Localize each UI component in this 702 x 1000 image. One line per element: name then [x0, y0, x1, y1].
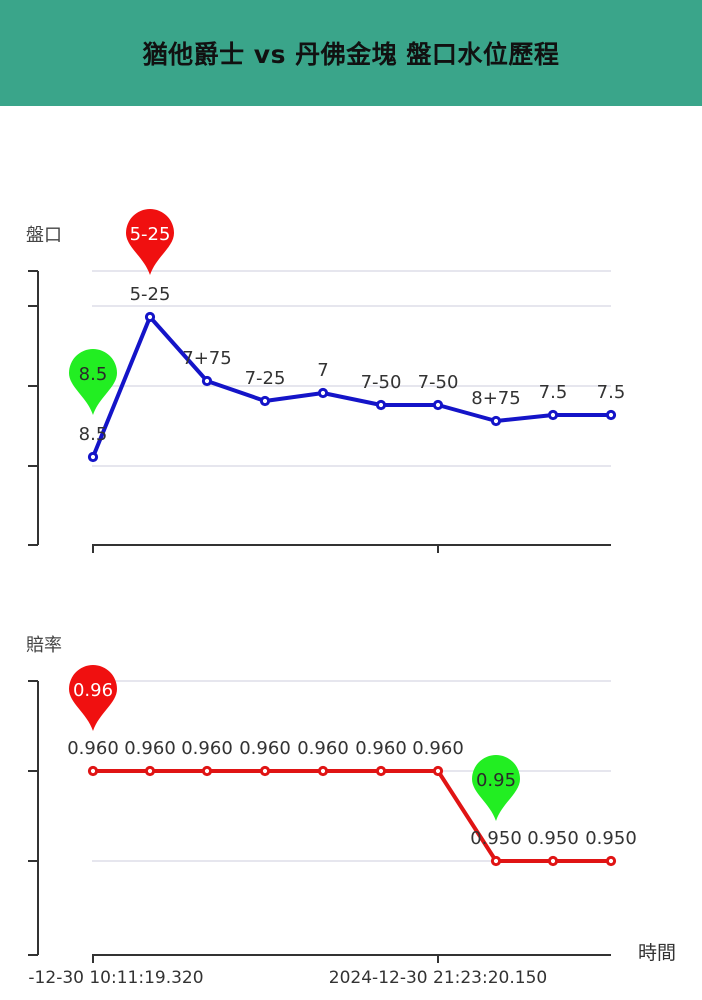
odds-points — [87, 765, 617, 867]
handicap-point-label: 8.5 — [79, 424, 108, 445]
odds-point-label: 0.950 — [527, 828, 579, 849]
marker-pin-high: 0.96 — [69, 665, 117, 731]
handicap-point-label: 7-50 — [418, 372, 459, 393]
odds-y-axis — [28, 680, 39, 956]
marker-pin-label: 0.96 — [73, 680, 113, 701]
odds-point — [605, 855, 617, 867]
handicap-point — [490, 415, 502, 427]
odds-point-label: 0.960 — [181, 738, 233, 759]
handicap-point — [432, 399, 444, 411]
odds-point — [317, 765, 329, 777]
handicap-axis-label: 盤口 — [26, 225, 62, 246]
page-header: 猶他爵士 vs 丹佛金塊 盤口水位歷程 — [0, 0, 702, 106]
x-tick-label: -12-30 10:11:19.320 — [28, 968, 203, 988]
handicap-point-labels: 8.5 5-25 7+75 7-25 7 7-50 7-50 8+75 7.5 7.5 — [79, 284, 626, 445]
page-title: 猶他爵士 vs 丹佛金塊 盤口水位歷程 — [142, 40, 560, 69]
marker-pin-label: 0.95 — [476, 770, 516, 791]
marker-pin-low: 0.95 — [472, 755, 520, 821]
handicap-point-label: 7+75 — [182, 348, 231, 369]
handicap-chart: 盤口 8.5 5-25 7+75 7-25 7 7-50 7-50 8+75 7.5 7.5 5-… — [26, 209, 625, 553]
odds-point-labels: 0.960 0.960 0.960 0.960 0.960 0.960 0.9600.950… — [67, 738, 637, 849]
handicap-point-label: 8+75 — [471, 388, 520, 409]
handicap-point-label: 7.5 — [539, 382, 568, 403]
odds-point-label: 0.950 — [470, 828, 522, 849]
handicap-point — [605, 409, 617, 421]
odds-series-line — [93, 769, 611, 863]
odds-point — [87, 765, 99, 777]
handicap-gridlines — [92, 270, 611, 467]
marker-pin-low: 8.5 — [69, 349, 117, 415]
odds-point — [144, 765, 156, 777]
handicap-point — [317, 387, 329, 399]
marker-pin-label: 5-25 — [130, 224, 171, 245]
handicap-point — [375, 399, 387, 411]
time-axis-label: 時間 — [638, 942, 676, 964]
odds-point-label: 0.960 — [412, 738, 464, 759]
odds-point — [490, 855, 502, 867]
odds-chart: 賠率 -12-30 10:11:19.320 2024-12-30 21:23:… — [26, 635, 676, 988]
handicap-point-label: 7.5 — [597, 382, 626, 403]
odds-point — [432, 765, 444, 777]
odds-point-label: 0.960 — [124, 738, 176, 759]
marker-pin-label: 8.5 — [79, 364, 108, 385]
handicap-point — [87, 451, 99, 463]
handicap-point — [144, 311, 156, 323]
marker-pin-shape — [69, 665, 117, 731]
handicap-point-label: 7-50 — [361, 372, 402, 393]
odds-point-label: 0.960 — [355, 738, 407, 759]
handicap-point — [259, 395, 271, 407]
odds-point — [259, 765, 271, 777]
odds-point — [201, 765, 213, 777]
handicap-point — [201, 375, 213, 387]
odds-axis-label: 賠率 — [26, 635, 62, 656]
handicap-point-label: 5-25 — [130, 284, 171, 305]
odds-x-axis — [92, 954, 611, 963]
x-tick-label: 2024-12-30 21:23:20.150 — [329, 968, 547, 988]
odds-markers: 0.96 0.95 — [69, 665, 520, 821]
handicap-series-line — [91, 315, 611, 458]
handicap-point-label: 7-25 — [245, 368, 286, 389]
handicap-y-axis — [28, 270, 39, 546]
handicap-odds-chart: 盤口 8.5 5-25 7+75 7-25 7 7-50 7-50 8+75 7.5 7.5 5-… — [26, 209, 676, 988]
marker-pin-shape — [126, 209, 174, 275]
odds-point-label: 0.960 — [297, 738, 349, 759]
handicap-x-axis — [92, 544, 611, 553]
marker-pin-high: 5-25 — [126, 209, 174, 275]
odds-point-label: 0.950 — [585, 828, 637, 849]
handicap-point — [547, 409, 559, 421]
odds-point — [375, 765, 387, 777]
marker-pin-shape — [69, 349, 117, 415]
handicap-markers: 5-25 8.5 — [69, 209, 174, 415]
handicap-points — [87, 311, 617, 463]
odds-point — [547, 855, 559, 867]
marker-pin-shape — [472, 755, 520, 821]
odds-point-label: 0.960 — [67, 738, 119, 759]
handicap-point-label: 7 — [317, 360, 328, 381]
odds-point-label: 0.960 — [239, 738, 291, 759]
